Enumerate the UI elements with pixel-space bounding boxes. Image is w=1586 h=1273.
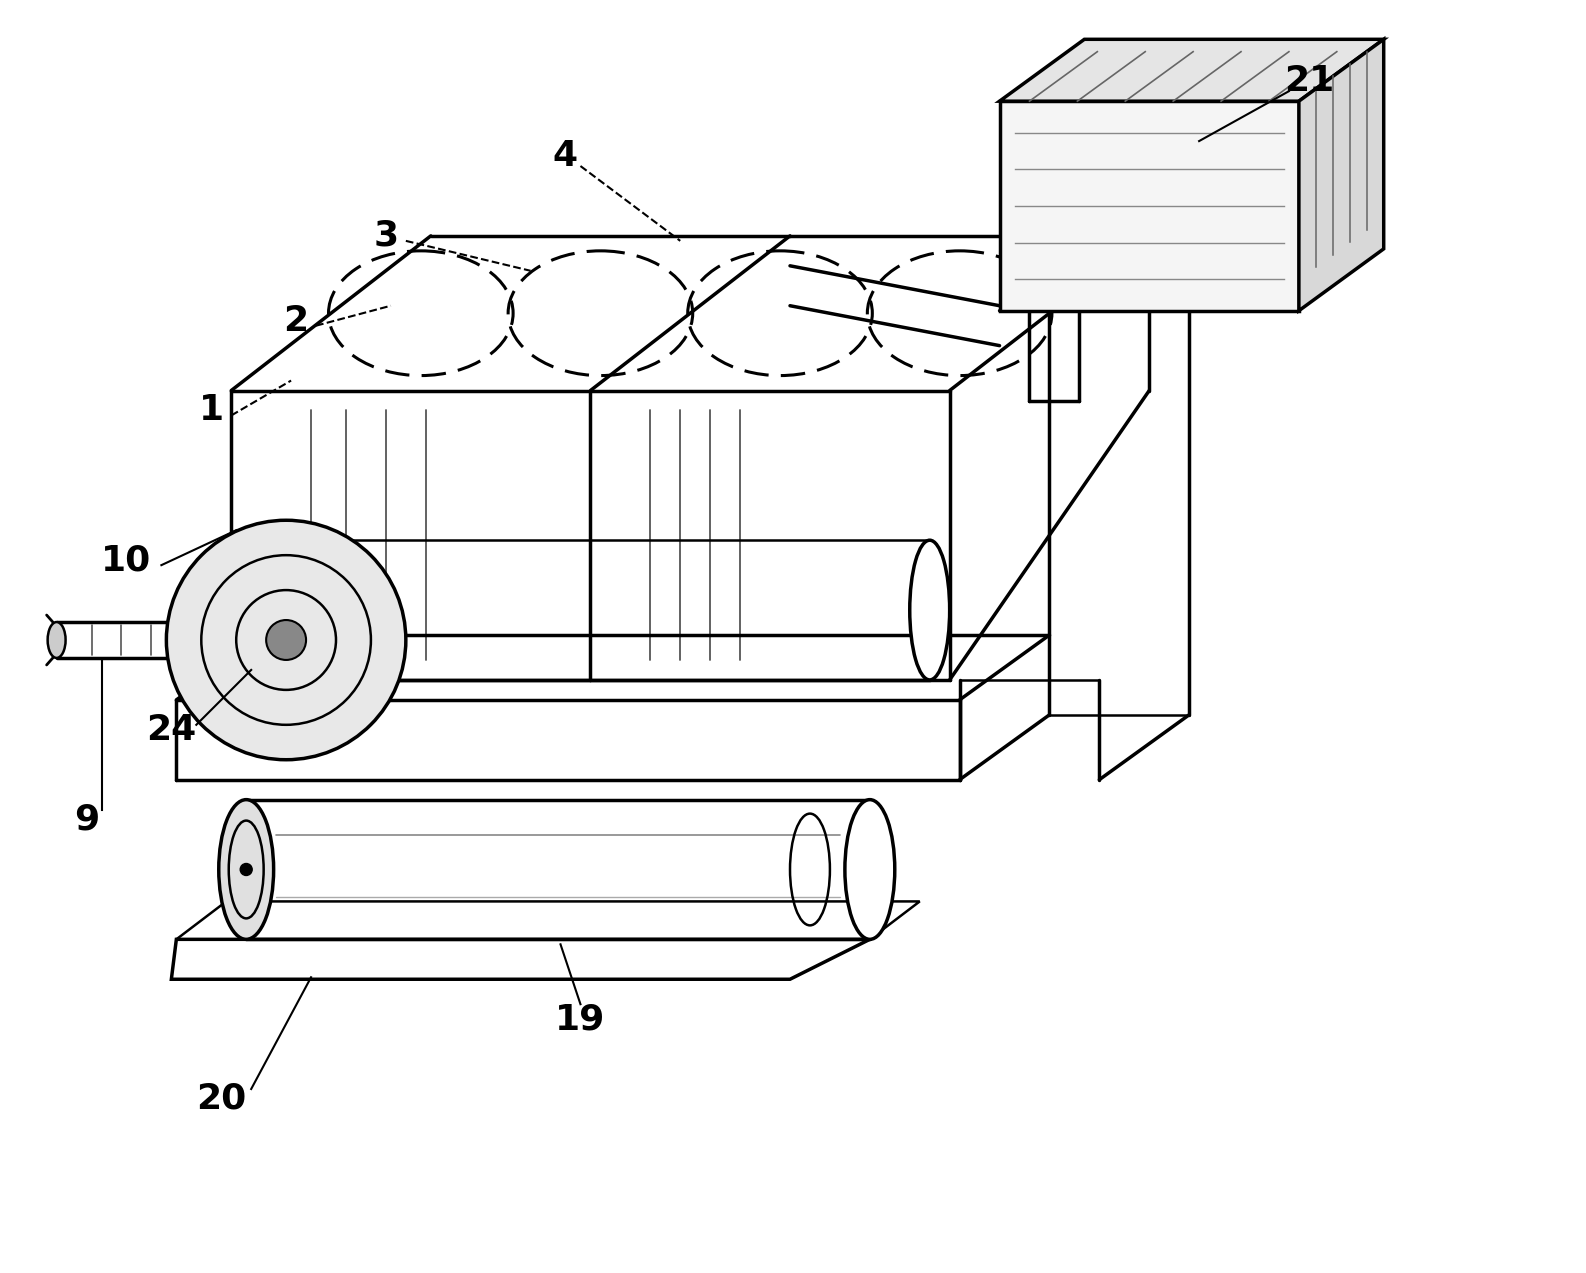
Ellipse shape	[845, 799, 895, 939]
Ellipse shape	[239, 863, 252, 876]
Text: 24: 24	[146, 713, 197, 747]
Text: 20: 20	[197, 1082, 246, 1116]
Text: 2: 2	[284, 304, 309, 337]
Polygon shape	[999, 39, 1383, 101]
Ellipse shape	[219, 799, 274, 939]
Ellipse shape	[48, 622, 65, 658]
Ellipse shape	[266, 620, 306, 659]
Ellipse shape	[167, 521, 406, 760]
Text: 9: 9	[75, 802, 100, 836]
Text: 21: 21	[1283, 64, 1334, 98]
Text: 4: 4	[554, 139, 577, 173]
Text: 1: 1	[198, 393, 224, 428]
Text: 3: 3	[373, 219, 398, 253]
Polygon shape	[1299, 39, 1383, 311]
Polygon shape	[999, 101, 1299, 311]
Text: 10: 10	[102, 544, 152, 577]
Text: 19: 19	[555, 1002, 606, 1036]
Ellipse shape	[910, 540, 950, 680]
